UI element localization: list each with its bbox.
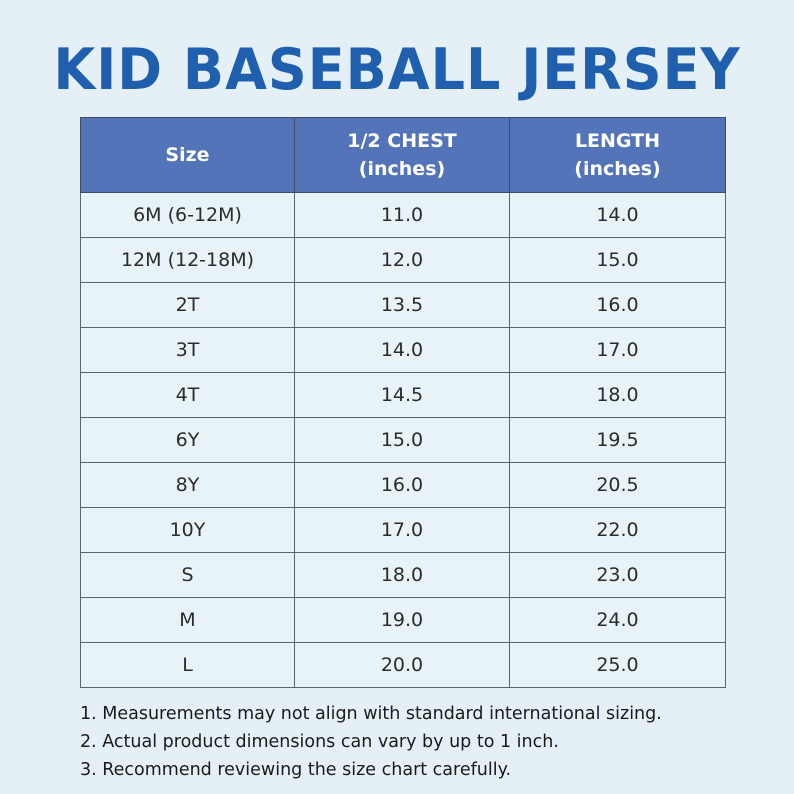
table-row: 2T 13.5 16.0 [80,282,726,328]
header-length: LENGTH (inches) [509,117,726,193]
cell-size: 3T [80,327,295,373]
cell-half-chest: 14.0 [294,327,510,373]
cell-length: 14.0 [509,192,726,238]
cell-size: 2T [80,282,295,328]
table-row: S 18.0 23.0 [80,552,726,598]
cell-size: 6M (6-12M) [80,192,295,238]
cell-half-chest: 12.0 [294,237,510,283]
header-half-chest-label: 1/2 CHEST [347,130,457,152]
cell-length: 25.0 [509,642,726,688]
table-row: M 19.0 24.0 [80,597,726,643]
cell-half-chest: 14.5 [294,372,510,418]
table-row: 8Y 16.0 20.5 [80,462,726,508]
cell-size: 6Y [80,417,295,463]
cell-length: 23.0 [509,552,726,598]
cell-length: 24.0 [509,597,726,643]
note-item: 1. Measurements may not align with stand… [80,704,662,724]
table-row: L 20.0 25.0 [80,642,726,688]
cell-half-chest: 20.0 [294,642,510,688]
header-length-label: LENGTH [574,130,661,152]
cell-half-chest: 13.5 [294,282,510,328]
table-row: 3T 14.0 17.0 [80,327,726,373]
table-row: 6M (6-12M) 11.0 14.0 [80,192,726,238]
cell-length: 17.0 [509,327,726,373]
header-size: Size [80,117,295,193]
note-item: 2. Actual product dimensions can vary by… [80,732,559,752]
cell-size: 12M (12-18M) [80,237,295,283]
cell-length: 19.5 [509,417,726,463]
cell-size: 4T [80,372,295,418]
size-chart-table: Size 1/2 CHEST (inches) LENGTH (inches) … [80,117,726,688]
cell-size: 8Y [80,462,295,508]
header-half-chest: 1/2 CHEST (inches) [294,117,510,193]
cell-half-chest: 11.0 [294,192,510,238]
table-row: 6Y 15.0 19.5 [80,417,726,463]
table-row: 12M (12-18M) 12.0 15.0 [80,237,726,283]
cell-size: S [80,552,295,598]
cell-size: M [80,597,295,643]
cell-half-chest: 18.0 [294,552,510,598]
table-row: 10Y 17.0 22.0 [80,507,726,553]
header-length-unit: (inches) [574,158,661,180]
header-half-chest-unit: (inches) [358,158,446,180]
page-title: KID BASEBALL JERSEY [53,36,741,103]
cell-length: 16.0 [509,282,726,328]
header-size-label: Size [165,144,210,166]
cell-length: 18.0 [509,372,726,418]
cell-half-chest: 17.0 [294,507,510,553]
table-header-row: Size 1/2 CHEST (inches) LENGTH (inches) [80,117,726,193]
cell-half-chest: 15.0 [294,417,510,463]
table-row: 4T 14.5 18.0 [80,372,726,418]
cell-length: 22.0 [509,507,726,553]
table-body: 6M (6-12M) 11.0 14.0 12M (12-18M) 12.0 15.0 2T… [80,192,726,688]
notes: 1. Measurements may not align with stand… [80,700,780,784]
cell-length: 20.5 [509,462,726,508]
cell-length: 15.0 [509,237,726,283]
cell-size: L [80,642,295,688]
cell-half-chest: 19.0 [294,597,510,643]
cell-half-chest: 16.0 [294,462,510,508]
cell-size: 10Y [80,507,295,553]
note-item: 3. Recommend reviewing the size chart ca… [80,760,512,780]
